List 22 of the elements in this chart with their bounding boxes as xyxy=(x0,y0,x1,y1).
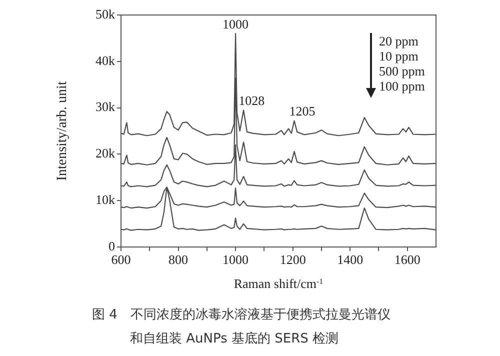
y-axis-title: Intensity/arb. unit xyxy=(55,81,70,181)
annotation: 10 ppm xyxy=(379,48,418,64)
y-tick-label: 30k xyxy=(96,99,116,114)
x-tick-label: 600 xyxy=(111,252,131,268)
annotation: 1000 xyxy=(222,16,249,32)
annotation: 1028 xyxy=(238,93,265,108)
y-tick-label: 0 xyxy=(108,238,115,254)
x-tick-label: 800 xyxy=(168,252,188,268)
annotation: 500 ppm xyxy=(379,63,425,78)
text: 和自组装 AuNPs 基底的 SERS 检测 xyxy=(130,331,339,346)
x-tick-label: 1000 xyxy=(222,252,249,268)
x-tick-label: 1600 xyxy=(394,252,420,268)
y-tick-label: 50k xyxy=(96,6,116,22)
y-tick-label: 10k xyxy=(96,192,116,208)
y-tick-label: 40k xyxy=(96,52,116,68)
annotation: 20 ppm xyxy=(379,33,418,48)
annotation: 100 ppm xyxy=(379,78,425,94)
x-tick-label: 1400 xyxy=(337,252,364,268)
caption: 图 4 不同浓度的冰毒水溶液基于便携式拉曼光谱仪 xyxy=(92,306,390,322)
y-tick-label: 20k xyxy=(96,146,116,161)
x-tick-label: 1200 xyxy=(280,252,306,268)
annotation: 1205 xyxy=(289,104,316,119)
